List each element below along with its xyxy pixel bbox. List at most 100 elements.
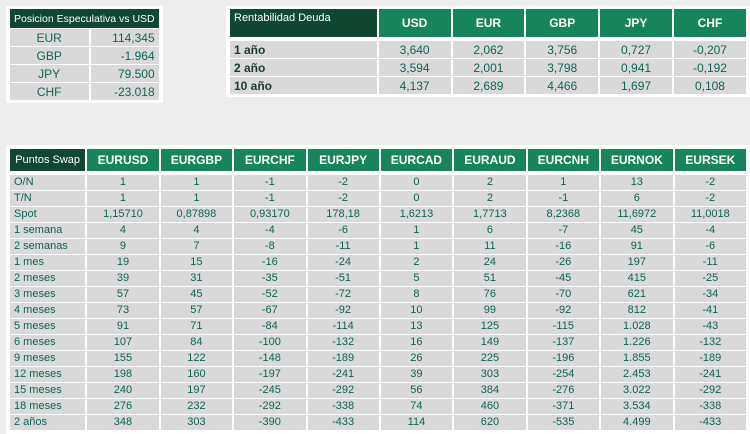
value-cell: 2 [380, 255, 453, 270]
value-cell: 1,697 [600, 77, 672, 94]
value-cell: 621 [601, 287, 673, 302]
position-value: -23.018 [91, 83, 159, 100]
value-cell: 198 [87, 367, 159, 382]
value-cell: 1.226 [601, 335, 673, 350]
table-row: 2 semanas 9 7 -8 -11 1 11 -16 91 -6 [10, 239, 746, 254]
value-cell: 6 [601, 191, 673, 206]
value-cell: -45 [527, 271, 600, 286]
swap-points-table: Puntos Swap EURUSD EURGBP EURCHF EURJPY EURC… [8, 148, 748, 431]
value-cell: -241 [307, 367, 379, 382]
speculative-position-panel: Posicion Especulativa vs USD EUR 114,345 G… [6, 6, 163, 103]
value-cell: 4 [160, 223, 233, 238]
table-header-row: Puntos Swap EURUSD EURGBP EURCHF EURJPY EURC… [10, 149, 746, 174]
table-row: 3 meses 57 45 -52 -72 8 76 -70 621 -34 [10, 287, 746, 302]
value-cell: 74 [380, 399, 453, 414]
value-cell: 3,756 [526, 41, 599, 58]
value-cell: 1 [160, 175, 233, 190]
table-header-row: Posicion Especulativa vs USD [10, 9, 159, 28]
swap-points-title: Puntos Swap [10, 149, 86, 174]
value-cell: 19 [87, 255, 159, 270]
table-row: 2 meses 39 31 -35 -51 5 51 -45 415 -25 [10, 271, 746, 286]
value-cell: 4 [87, 223, 159, 238]
value-cell: -371 [527, 399, 600, 414]
value-cell: 91 [601, 239, 673, 254]
value-cell: 460 [454, 399, 526, 414]
row-label: 1 mes [10, 255, 86, 270]
value-cell: -276 [527, 383, 600, 398]
column-header-euraud: EURAUD [454, 149, 526, 174]
value-cell: 11,0018 [674, 207, 746, 222]
table-row: JPY 79.500 [10, 65, 159, 82]
value-cell: 1.028 [601, 319, 673, 334]
value-cell: -390 [234, 415, 306, 430]
table-header-row: Rentabilidad Deuda USD EUR GBP JPY CHF [230, 9, 746, 40]
column-header-eurjpy: EURJPY [307, 149, 379, 174]
value-cell: 84 [160, 335, 233, 350]
column-header-eurcad: EURCAD [380, 149, 453, 174]
value-cell: 57 [160, 303, 233, 318]
value-cell: 122 [160, 351, 233, 366]
value-cell: 2.453 [601, 367, 673, 382]
value-cell: 45 [160, 287, 233, 302]
value-cell: 51 [454, 271, 526, 286]
debt-yield-panel: Rentabilidad Deuda USD EUR GBP JPY CHF 1 año… [226, 6, 750, 97]
value-cell: -137 [527, 335, 600, 350]
value-cell: -0,192 [673, 59, 746, 76]
column-header-eurcnh: EURCNH [527, 149, 600, 174]
value-cell: 1.855 [601, 351, 673, 366]
value-cell: 73 [87, 303, 159, 318]
value-cell: 91 [87, 319, 159, 334]
value-cell: 76 [454, 287, 526, 302]
value-cell: -433 [674, 415, 746, 430]
row-label: 5 meses [10, 319, 86, 334]
debt-yield-title: Rentabilidad Deuda [230, 9, 377, 40]
value-cell: 99 [454, 303, 526, 318]
value-cell: 384 [454, 383, 526, 398]
value-cell: 4.499 [601, 415, 673, 430]
value-cell: -100 [234, 335, 306, 350]
speculative-position-table: Posicion Especulativa vs USD EUR 114,345 G… [8, 8, 161, 101]
row-label: 2 años [10, 415, 86, 430]
table-row: 1 semana 4 4 -4 -6 1 6 -7 45 -4 [10, 223, 746, 238]
value-cell: 1 [380, 223, 453, 238]
row-label: 12 meses [10, 367, 86, 382]
row-label: 15 meses [10, 383, 86, 398]
value-cell: 3,640 [378, 41, 451, 58]
value-cell: 13 [380, 319, 453, 334]
column-header-jpy: JPY [600, 9, 672, 40]
value-cell: 197 [601, 255, 673, 270]
value-cell: 2 [454, 191, 526, 206]
table-row: 2 años 348 303 -390 -433 114 620 -535 4.499 -433 [10, 415, 746, 430]
value-cell: 149 [454, 335, 526, 350]
value-cell: 2,689 [452, 77, 525, 94]
column-header-eurnok: EURNOK [601, 149, 673, 174]
table-row: O/N 1 1 -1 -2 0 2 1 13 -2 [10, 175, 746, 190]
position-value: -1.964 [91, 47, 159, 64]
value-cell: 303 [160, 415, 233, 430]
value-cell: 2,001 [452, 59, 525, 76]
row-label: O/N [10, 175, 86, 190]
row-label: 1 año [230, 41, 377, 58]
value-cell: 10 [380, 303, 453, 318]
value-cell: 225 [454, 351, 526, 366]
value-cell: -292 [674, 383, 746, 398]
value-cell: -67 [234, 303, 306, 318]
row-label: Spot [10, 207, 86, 222]
value-cell: -338 [307, 399, 379, 414]
value-cell: 1 [527, 175, 600, 190]
value-cell: 114 [380, 415, 453, 430]
value-cell: -433 [307, 415, 379, 430]
value-cell: 1 [160, 191, 233, 206]
value-cell: 1 [87, 191, 159, 206]
table-row: EUR 114,345 [10, 29, 159, 46]
value-cell: -1 [234, 175, 306, 190]
value-cell: 3.534 [601, 399, 673, 414]
value-cell: -292 [307, 383, 379, 398]
table-row: Spot 1,15710 0,87898 0,93170 178,18 1,6213 1,7… [10, 207, 746, 222]
value-cell: -4 [674, 223, 746, 238]
value-cell: -2 [307, 191, 379, 206]
value-cell: 3,798 [526, 59, 599, 76]
value-cell: -41 [674, 303, 746, 318]
value-cell: 197 [160, 383, 233, 398]
value-cell: -11 [674, 255, 746, 270]
